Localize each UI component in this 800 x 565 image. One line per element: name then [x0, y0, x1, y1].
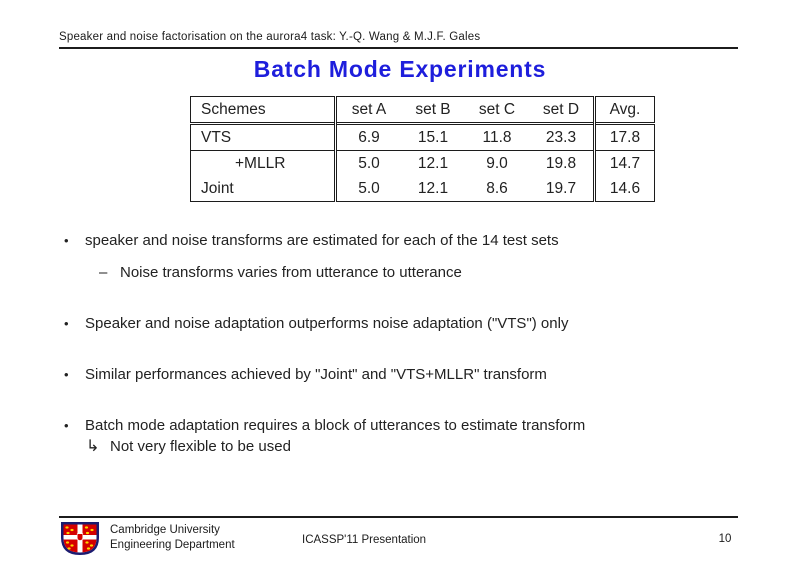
- value-cell: 23.3: [545, 128, 577, 146]
- table-row-vts: VTS 6.9 15.1 11.8 23.3 17.8: [190, 123, 655, 151]
- column-header-set-a: set A: [351, 100, 387, 118]
- avg-cell: 14.6: [593, 176, 655, 202]
- value-cell: 12.1: [417, 154, 449, 172]
- bullet-item-4-sub: ↳ Not very flexible to be used: [86, 437, 291, 457]
- avg-cell: 17.8: [593, 123, 655, 151]
- value-cell: 19.7: [545, 179, 577, 197]
- scheme-cell: +MLLR: [190, 150, 337, 176]
- table-header-row: Schemes set A set B set C set D Avg.: [190, 96, 655, 124]
- bullet-item-1: • speaker and noise transforms are estim…: [64, 231, 559, 251]
- column-header-set-c: set C: [478, 100, 516, 118]
- cambridge-crest-logo: [61, 522, 99, 555]
- bullet-item-1-sub: – Noise transforms varies from utterance…: [99, 263, 462, 283]
- bullet-text: Speaker and noise adaptation outperforms…: [85, 315, 569, 332]
- value-cell: 11.8: [482, 128, 512, 146]
- column-header-set-d: set D: [542, 100, 580, 118]
- value-cell: 6.9: [358, 128, 380, 146]
- bullet-item-4: • Batch mode adaptation requires a block…: [64, 416, 585, 436]
- value-cell: 15.1: [417, 128, 449, 146]
- dash-icon: –: [99, 264, 108, 281]
- table-row-mllr: +MLLR 5.0 12.1 9.0 19.8 14.7: [190, 150, 655, 176]
- bullet-icon: •: [64, 418, 69, 433]
- bullet-text: Not very flexible to be used: [110, 438, 291, 455]
- page-number: 10: [718, 533, 732, 545]
- slide-title: Batch Mode Experiments: [253, 56, 547, 82]
- value-cell: 12.1: [417, 179, 449, 197]
- bullet-item-2: • Speaker and noise adaptation outperfor…: [64, 314, 568, 334]
- bullet-icon: •: [64, 367, 69, 382]
- bullet-icon: •: [64, 233, 69, 248]
- institution-line-2: Engineering Department: [110, 539, 235, 551]
- value-cell: 9.0: [486, 154, 508, 172]
- arrow-icon: ↳: [86, 438, 100, 455]
- avg-cell: 14.7: [593, 150, 655, 176]
- column-header-set-b: set B: [415, 100, 451, 118]
- value-cell: 5.0: [358, 154, 380, 172]
- bullet-text: Batch mode adaptation requires a block o…: [85, 417, 586, 434]
- column-header-schemes: Schemes: [190, 96, 337, 124]
- footer-rule: [59, 516, 738, 518]
- institution-line-1: Cambridge University: [110, 524, 220, 536]
- column-header-avg: Avg.: [593, 96, 655, 124]
- scheme-cell: VTS: [190, 123, 337, 151]
- header-paper-title: Speaker and noise factorisation on the a…: [59, 31, 738, 49]
- value-cell: 19.8: [545, 154, 577, 172]
- bullet-text: Similar performances achieved by "Joint"…: [85, 366, 547, 383]
- results-table: Schemes set A set B set C set D Avg. VTS…: [190, 96, 655, 202]
- institution-text: Cambridge University Engineering Departm…: [110, 523, 235, 553]
- bullet-item-3: • Similar performances achieved by "Join…: [64, 365, 547, 385]
- value-cell: 8.6: [486, 179, 508, 197]
- bullet-text: speaker and noise transforms are estimat…: [85, 232, 559, 249]
- bullet-text: Noise transforms varies from utterance t…: [120, 264, 462, 281]
- conference-label: ICASSP'11 Presentation: [302, 534, 427, 546]
- table-row-joint: Joint 5.0 12.1 8.6 19.7 14.6: [190, 176, 655, 202]
- bullet-icon: •: [64, 316, 69, 331]
- value-cell: 5.0: [358, 179, 380, 197]
- scheme-cell: Joint: [190, 176, 337, 202]
